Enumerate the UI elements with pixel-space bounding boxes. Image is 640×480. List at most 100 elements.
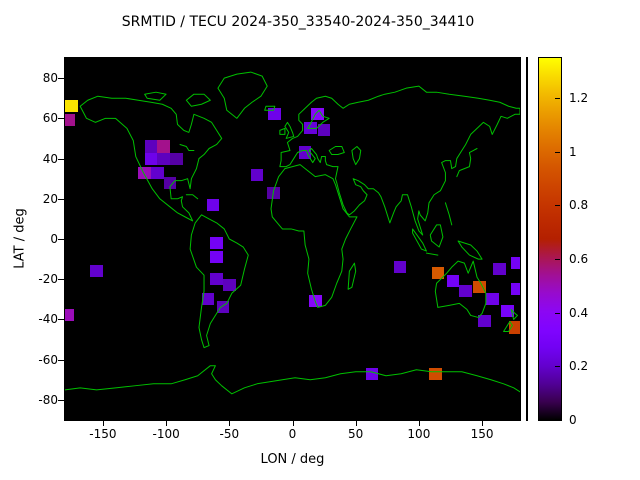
heatmap-cell bbox=[268, 108, 282, 121]
coastline-iceland bbox=[265, 106, 275, 110]
x-tick-mark bbox=[355, 421, 357, 426]
heatmap-cell bbox=[210, 273, 223, 286]
coastline-borneo bbox=[430, 225, 443, 247]
colorbar-tick-mark bbox=[555, 98, 560, 100]
colorbar-tick-mark bbox=[555, 312, 560, 314]
y-tick-mark bbox=[58, 198, 64, 200]
coastline-britain bbox=[285, 122, 294, 138]
x-axis-label: LON / deg bbox=[260, 452, 325, 467]
coastline-madagascar bbox=[348, 263, 356, 289]
colorbar-tick-mark bbox=[555, 205, 560, 207]
heatmap-cell bbox=[511, 257, 520, 270]
x-tick-label: 150 bbox=[470, 427, 494, 441]
heatmap-cell bbox=[157, 140, 170, 153]
y-tick-mark bbox=[58, 78, 64, 80]
x-tick-label: -100 bbox=[152, 427, 180, 441]
coastline-japan bbox=[457, 149, 477, 177]
heatmap-cell bbox=[429, 367, 442, 380]
heatmap-cell bbox=[317, 124, 331, 137]
x-tick-label: -50 bbox=[219, 427, 240, 441]
heatmap-cell bbox=[365, 367, 379, 380]
heatmap-cell bbox=[201, 293, 215, 306]
x-tick-label: 100 bbox=[407, 427, 431, 441]
heatmap-cell bbox=[393, 261, 407, 274]
coastline-antarctica bbox=[65, 366, 520, 394]
heatmap-cell bbox=[210, 236, 223, 250]
y-tick-mark bbox=[58, 319, 64, 321]
coastline-eurasia bbox=[280, 86, 520, 235]
heatmap-cell bbox=[250, 168, 264, 181]
colorbar-tick-label: 1 bbox=[569, 144, 577, 159]
coastline-arctic-islands bbox=[145, 92, 211, 106]
colorbar-tick-mark bbox=[555, 419, 560, 420]
colorbar-tick-label: 0.2 bbox=[569, 359, 589, 374]
y-tick-mark bbox=[58, 158, 64, 160]
y-tick-label: 80 bbox=[42, 71, 58, 86]
y-tick-label: 0 bbox=[50, 232, 58, 246]
y-tick-label: 40 bbox=[42, 151, 58, 166]
colorbar-tick-label: 0 bbox=[569, 413, 577, 427]
colorbar-tick-label: 0.6 bbox=[569, 252, 589, 267]
colorbar bbox=[538, 57, 562, 421]
heatmap-cell bbox=[459, 285, 472, 298]
x-tick-mark bbox=[418, 421, 420, 426]
heatmap-cell bbox=[163, 176, 177, 189]
colorbar-tick-label: 0.4 bbox=[569, 305, 589, 320]
heatmap-cell bbox=[473, 281, 486, 294]
coastline-black-sea bbox=[329, 146, 344, 154]
heatmap-cell bbox=[431, 267, 445, 280]
heatmap-cell bbox=[150, 166, 164, 179]
colorbar-tick-mark bbox=[555, 151, 560, 153]
coastline-ireland bbox=[280, 128, 285, 134]
y-tick-label: -60 bbox=[38, 352, 58, 367]
x-tick-mark bbox=[102, 421, 104, 426]
coastline-cuba bbox=[186, 195, 197, 199]
coastline-africa bbox=[271, 165, 357, 308]
heatmap-cell bbox=[222, 279, 236, 292]
y-tick-mark bbox=[58, 239, 64, 240]
heatmap-cell bbox=[501, 305, 514, 318]
y-tick-label: 20 bbox=[42, 191, 58, 206]
heatmap-cell bbox=[508, 321, 520, 334]
y-tick-mark bbox=[58, 399, 64, 401]
map-plot-area bbox=[64, 57, 521, 421]
heatmap-cell bbox=[157, 152, 170, 165]
y-tick-mark bbox=[58, 359, 64, 361]
coastline-baltic-sea bbox=[308, 110, 329, 128]
heatmap-cell bbox=[206, 198, 220, 211]
y-tick-label: -40 bbox=[38, 312, 58, 327]
x-tick-label: 0 bbox=[288, 427, 297, 441]
heatmap-cell bbox=[311, 108, 325, 121]
heatmap-cell bbox=[90, 265, 103, 278]
heatmap-cell bbox=[210, 251, 223, 264]
coastline-sumatra bbox=[413, 229, 427, 251]
colorbar-tick-label: 1.2 bbox=[569, 91, 589, 106]
x-tick-label: -150 bbox=[89, 427, 117, 441]
coastline-new-zealand bbox=[504, 309, 518, 331]
coastline-south-america bbox=[190, 215, 248, 348]
heatmap-cell bbox=[493, 263, 507, 276]
coastline-caspian-sea bbox=[352, 146, 361, 164]
coastline-new-guinea bbox=[458, 241, 482, 259]
coastline-north-america bbox=[80, 96, 222, 221]
heatmap-cell bbox=[478, 315, 491, 328]
coastline-great-lakes bbox=[180, 144, 194, 150]
y-tick-mark bbox=[58, 279, 64, 281]
x-tick-mark bbox=[292, 421, 294, 426]
coastline-greenland bbox=[218, 72, 267, 118]
x-tick-mark bbox=[482, 421, 484, 426]
heatmap-cell bbox=[65, 100, 78, 113]
heatmap-cell bbox=[511, 283, 520, 296]
y-tick-label: 60 bbox=[42, 111, 58, 126]
heatmap-cell bbox=[144, 140, 158, 153]
colorbar-tick-label: 0.8 bbox=[569, 198, 589, 213]
coastline-philippines bbox=[445, 203, 451, 225]
y-tick-label: -20 bbox=[38, 272, 58, 287]
x-tick-mark bbox=[229, 421, 231, 426]
colorbar-tick-mark bbox=[555, 259, 560, 261]
heatmap-cell bbox=[485, 293, 499, 306]
heatmap-cell bbox=[169, 152, 183, 165]
colorbar-frame-line bbox=[526, 57, 528, 421]
world-coastlines-map bbox=[65, 58, 520, 420]
